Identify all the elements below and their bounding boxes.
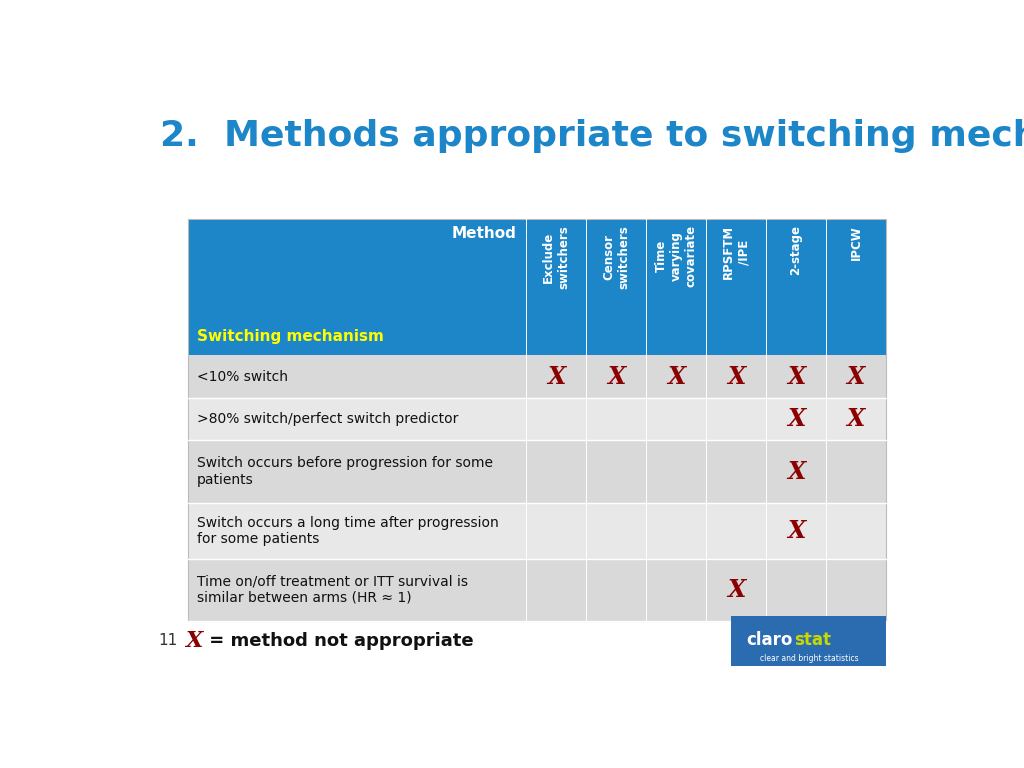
Text: X: X	[667, 365, 685, 389]
FancyBboxPatch shape	[187, 220, 886, 317]
Text: 2-stage: 2-stage	[790, 225, 803, 275]
Text: stat: stat	[795, 631, 831, 650]
FancyBboxPatch shape	[187, 317, 886, 356]
Text: >80% switch/perfect switch predictor: >80% switch/perfect switch predictor	[197, 412, 459, 426]
Text: 2.  Methods appropriate to switching mechanism: 2. Methods appropriate to switching mech…	[160, 119, 1024, 153]
Text: X: X	[727, 365, 745, 389]
Text: X: X	[547, 365, 565, 389]
Text: Censor
switchers: Censor switchers	[602, 225, 630, 289]
Text: claro: claro	[746, 631, 793, 650]
Text: X: X	[847, 407, 865, 431]
Text: clear and bright statistics: clear and bright statistics	[760, 654, 858, 664]
Text: Method: Method	[452, 227, 517, 241]
FancyBboxPatch shape	[187, 356, 886, 398]
FancyBboxPatch shape	[187, 559, 886, 621]
Text: X: X	[607, 365, 626, 389]
FancyBboxPatch shape	[731, 615, 886, 666]
Text: Time on/off treatment or ITT survival is
similar between arms (HR ≈ 1): Time on/off treatment or ITT survival is…	[197, 574, 468, 605]
Text: X: X	[185, 630, 203, 652]
Text: Switch occurs a long time after progression
for some patients: Switch occurs a long time after progress…	[197, 515, 499, 546]
Text: X: X	[786, 407, 805, 431]
Text: Exclude
switchers: Exclude switchers	[542, 225, 570, 289]
Text: X: X	[786, 518, 805, 543]
Text: Time
varying
covariate: Time varying covariate	[654, 225, 697, 287]
FancyBboxPatch shape	[187, 398, 886, 441]
Text: 11: 11	[158, 634, 177, 648]
Text: X: X	[727, 578, 745, 602]
Text: Switching mechanism: Switching mechanism	[197, 329, 384, 343]
Text: Switch occurs before progression for some
patients: Switch occurs before progression for som…	[197, 456, 493, 487]
Text: IPCW: IPCW	[850, 225, 862, 260]
Text: <10% switch: <10% switch	[197, 369, 288, 383]
Text: X: X	[786, 365, 805, 389]
Text: = method not appropriate: = method not appropriate	[203, 632, 473, 650]
Text: RPSFTM
/IPE: RPSFTM /IPE	[722, 225, 750, 280]
FancyBboxPatch shape	[187, 502, 886, 559]
Text: X: X	[786, 459, 805, 484]
FancyBboxPatch shape	[187, 441, 886, 502]
Text: X: X	[847, 365, 865, 389]
